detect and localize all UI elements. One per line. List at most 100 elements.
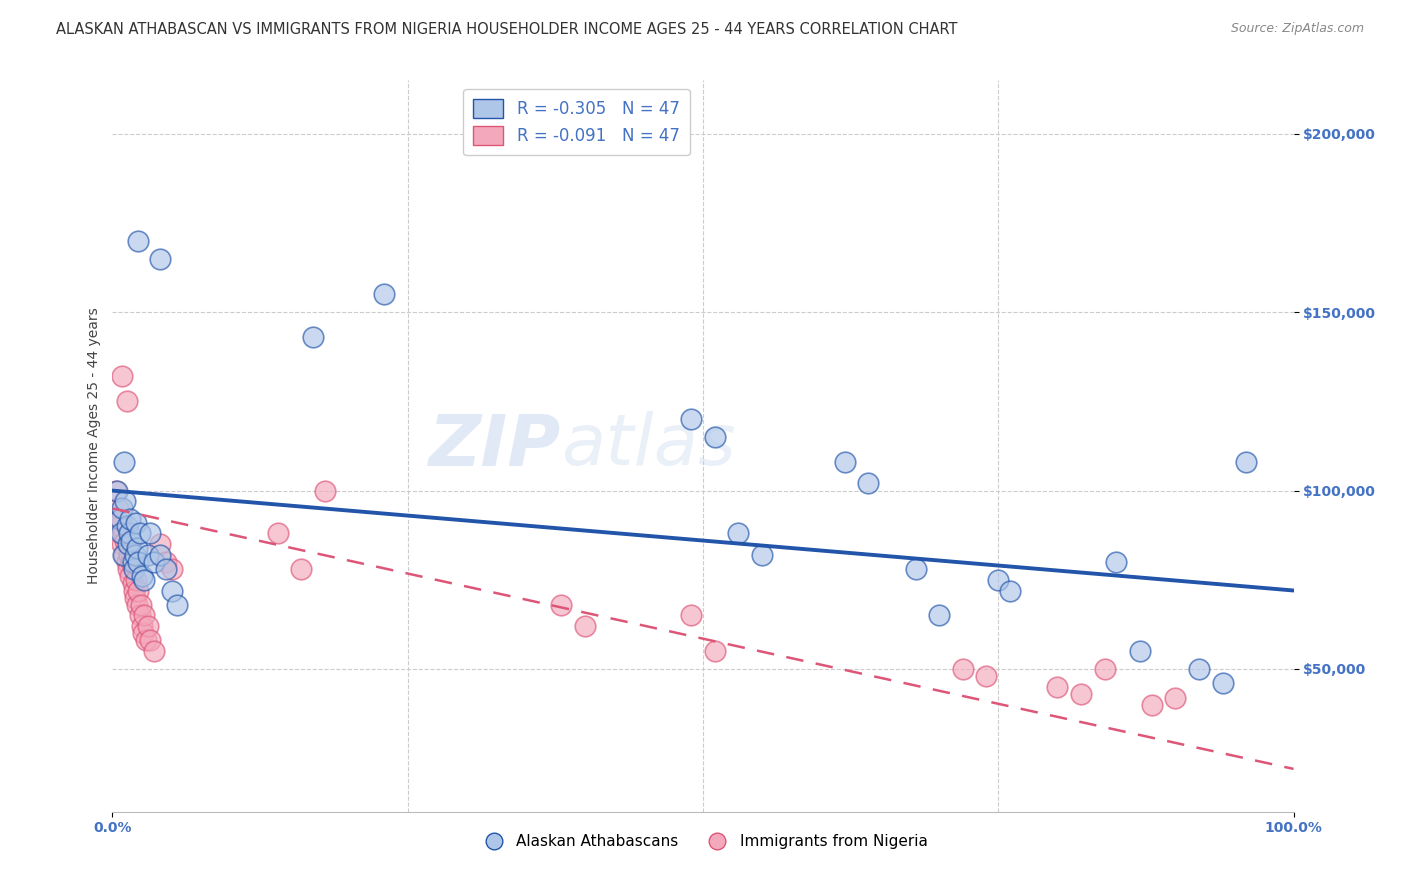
Point	[111, 501, 134, 516]
Point	[314, 483, 336, 498]
Point	[131, 569, 153, 583]
Point	[160, 583, 183, 598]
Point	[987, 573, 1010, 587]
Point	[117, 562, 139, 576]
Point	[155, 562, 177, 576]
Point	[118, 548, 141, 562]
Point	[703, 430, 725, 444]
Point	[550, 598, 572, 612]
Point	[858, 476, 880, 491]
Point	[1070, 687, 1092, 701]
Point	[110, 526, 132, 541]
Point	[574, 619, 596, 633]
Text: ZIP: ZIP	[429, 411, 561, 481]
Point	[976, 669, 998, 683]
Point	[373, 287, 395, 301]
Point	[121, 555, 143, 569]
Point	[114, 494, 136, 508]
Point	[108, 519, 131, 533]
Point	[112, 548, 135, 562]
Point	[928, 608, 950, 623]
Point	[127, 555, 149, 569]
Point	[124, 548, 146, 562]
Point	[128, 608, 150, 623]
Point	[132, 626, 155, 640]
Point	[160, 562, 183, 576]
Point	[681, 412, 703, 426]
Text: ALASKAN ATHABASCAN VS IMMIGRANTS FROM NIGERIA HOUSEHOLDER INCOME AGES 25 - 44 YE: ALASKAN ATHABASCAN VS IMMIGRANTS FROM NI…	[56, 22, 957, 37]
Point	[120, 569, 142, 583]
Point	[134, 608, 156, 623]
Point	[127, 234, 149, 248]
Point	[952, 662, 974, 676]
Point	[149, 537, 172, 551]
Point	[1164, 690, 1187, 705]
Point	[131, 619, 153, 633]
Point	[120, 512, 142, 526]
Point	[136, 548, 159, 562]
Point	[166, 598, 188, 612]
Y-axis label: Householder Income Ages 25 - 44 years: Householder Income Ages 25 - 44 years	[87, 308, 101, 584]
Point	[111, 537, 134, 551]
Point	[112, 548, 135, 562]
Point	[267, 526, 290, 541]
Point	[125, 516, 148, 530]
Text: atlas: atlas	[561, 411, 735, 481]
Point	[125, 573, 148, 587]
Point	[105, 483, 128, 498]
Point	[1188, 662, 1211, 676]
Point	[115, 555, 138, 569]
Point	[124, 591, 146, 605]
Point	[703, 644, 725, 658]
Point	[112, 526, 135, 541]
Point	[114, 533, 136, 548]
Point	[727, 526, 749, 541]
Point	[1129, 644, 1152, 658]
Point	[117, 537, 139, 551]
Point	[128, 526, 150, 541]
Point	[108, 512, 131, 526]
Point	[302, 330, 325, 344]
Point	[834, 455, 856, 469]
Point	[122, 562, 145, 576]
Point	[290, 562, 312, 576]
Point	[1212, 676, 1234, 690]
Point	[681, 608, 703, 623]
Text: Source: ZipAtlas.com: Source: ZipAtlas.com	[1230, 22, 1364, 36]
Point	[121, 576, 143, 591]
Point	[904, 562, 927, 576]
Point	[127, 541, 149, 555]
Point	[120, 533, 142, 548]
Point	[110, 512, 132, 526]
Point	[122, 583, 145, 598]
Point	[127, 583, 149, 598]
Point	[105, 483, 128, 498]
Point	[118, 526, 141, 541]
Point	[115, 394, 138, 409]
Point	[142, 644, 165, 658]
Point	[1234, 455, 1257, 469]
Point	[135, 633, 157, 648]
Point	[142, 555, 165, 569]
Point	[134, 573, 156, 587]
Point	[136, 619, 159, 633]
Point	[1140, 698, 1163, 712]
Point	[112, 455, 135, 469]
Point	[751, 548, 773, 562]
Point	[1046, 680, 1069, 694]
Point	[1094, 662, 1116, 676]
Point	[129, 598, 152, 612]
Point	[111, 369, 134, 384]
Point	[149, 548, 172, 562]
Point	[149, 252, 172, 266]
Point	[107, 501, 129, 516]
Point	[139, 633, 162, 648]
Legend: Alaskan Athabascans, Immigrants from Nigeria: Alaskan Athabascans, Immigrants from Nig…	[472, 828, 934, 855]
Point	[127, 598, 149, 612]
Point	[155, 555, 177, 569]
Point	[120, 555, 142, 569]
Point	[1105, 555, 1128, 569]
Point	[998, 583, 1021, 598]
Point	[139, 526, 162, 541]
Point	[115, 519, 138, 533]
